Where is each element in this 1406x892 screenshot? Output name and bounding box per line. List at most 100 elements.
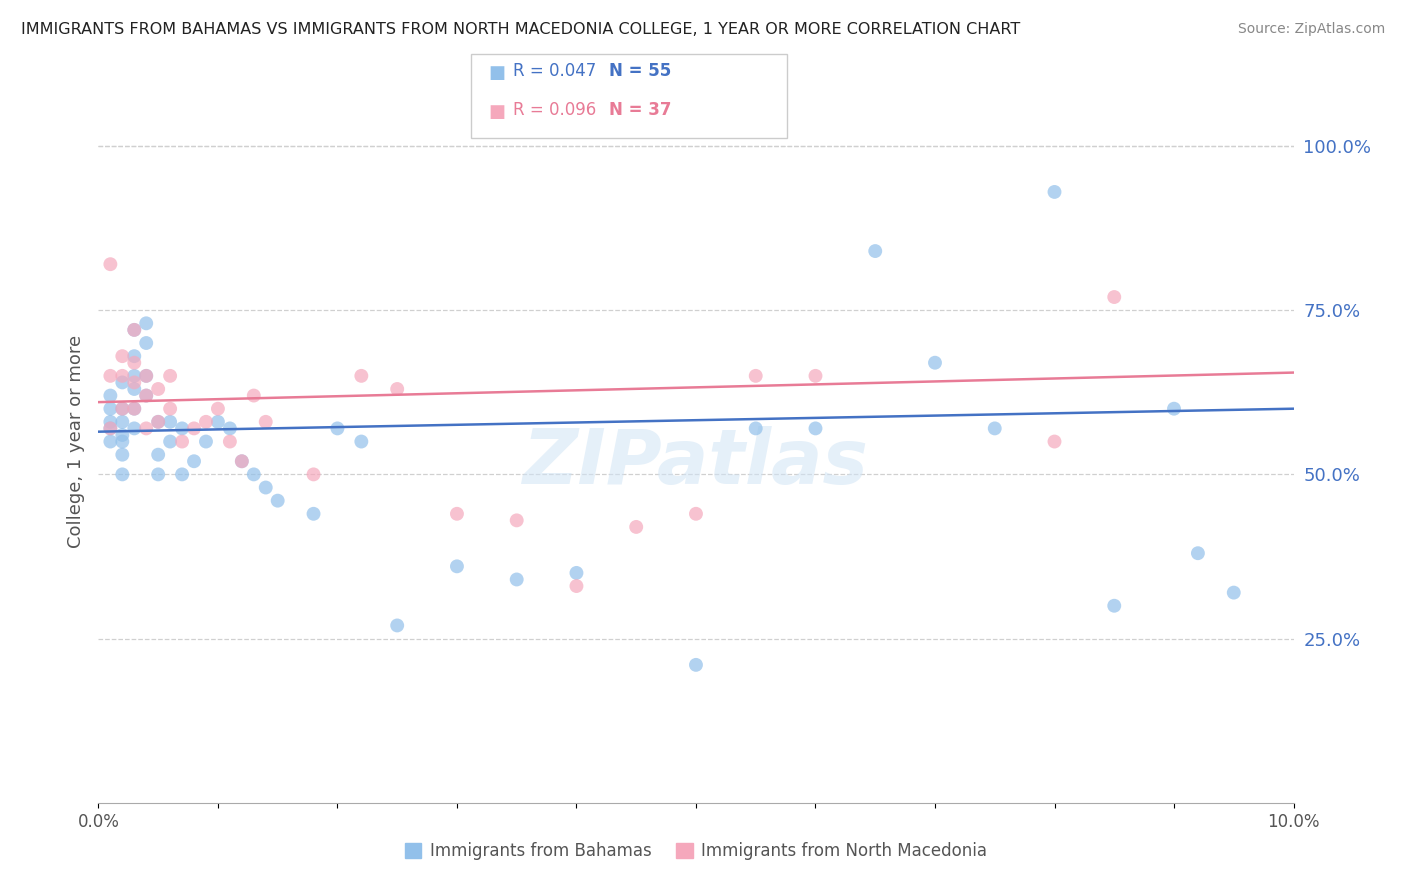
Point <box>195 434 218 449</box>
Point <box>1043 434 1066 449</box>
Point <box>111 349 134 363</box>
Point <box>385 618 409 632</box>
Point <box>111 467 134 482</box>
Point <box>159 401 181 416</box>
Point <box>135 388 157 402</box>
Point <box>745 368 768 383</box>
Point <box>565 566 588 580</box>
Point <box>111 376 134 390</box>
Point <box>124 376 146 390</box>
Point <box>148 448 170 462</box>
Point <box>254 415 277 429</box>
Point <box>98 368 122 383</box>
Point <box>195 415 218 429</box>
Point <box>506 513 529 527</box>
Point <box>111 434 134 449</box>
Point <box>685 657 707 672</box>
Point <box>1187 546 1209 560</box>
Point <box>124 382 146 396</box>
Point <box>219 421 242 435</box>
Point <box>446 559 468 574</box>
Point <box>172 467 194 482</box>
Point <box>135 368 157 383</box>
Point <box>98 257 122 271</box>
Point <box>159 368 181 383</box>
Point <box>1223 585 1246 599</box>
Point <box>350 368 373 383</box>
Point <box>159 415 181 429</box>
Point <box>385 382 409 396</box>
Point <box>124 356 146 370</box>
Point <box>984 421 1007 435</box>
Point <box>626 520 648 534</box>
Text: N = 37: N = 37 <box>609 101 671 119</box>
Point <box>98 421 122 435</box>
Point <box>124 349 146 363</box>
Y-axis label: College, 1 year or more: College, 1 year or more <box>66 335 84 548</box>
Point <box>124 368 146 383</box>
Point <box>745 421 768 435</box>
Point <box>804 421 827 435</box>
Point <box>98 388 122 402</box>
Point <box>148 382 170 396</box>
Point <box>207 415 229 429</box>
Point <box>506 573 529 587</box>
Point <box>172 421 194 435</box>
Point <box>111 368 134 383</box>
Point <box>267 493 290 508</box>
Legend: Immigrants from Bahamas, Immigrants from North Macedonia: Immigrants from Bahamas, Immigrants from… <box>398 836 994 867</box>
Point <box>1163 401 1185 416</box>
Point <box>804 368 827 383</box>
Point <box>565 579 588 593</box>
Point <box>207 401 229 416</box>
Point <box>111 401 134 416</box>
Point <box>148 467 170 482</box>
Text: R = 0.096: R = 0.096 <box>513 101 596 119</box>
Point <box>243 388 266 402</box>
Point <box>219 434 242 449</box>
Point <box>111 415 134 429</box>
Point <box>148 415 170 429</box>
Text: ■: ■ <box>488 103 505 120</box>
Point <box>302 467 325 482</box>
Point <box>135 388 157 402</box>
Point <box>135 316 157 330</box>
Point <box>183 421 205 435</box>
Point <box>865 244 887 258</box>
Point <box>98 401 122 416</box>
Point <box>159 434 181 449</box>
Text: IMMIGRANTS FROM BAHAMAS VS IMMIGRANTS FROM NORTH MACEDONIA COLLEGE, 1 YEAR OR MO: IMMIGRANTS FROM BAHAMAS VS IMMIGRANTS FR… <box>21 22 1021 37</box>
Point <box>172 434 194 449</box>
Point <box>98 434 122 449</box>
Point <box>350 434 373 449</box>
Text: Source: ZipAtlas.com: Source: ZipAtlas.com <box>1237 22 1385 37</box>
Point <box>685 507 707 521</box>
Point <box>124 323 146 337</box>
Text: ZIPatlas: ZIPatlas <box>523 426 869 500</box>
Text: R = 0.047: R = 0.047 <box>513 62 596 80</box>
Point <box>254 481 277 495</box>
Point <box>243 467 266 482</box>
Point <box>446 507 468 521</box>
Point <box>231 454 253 468</box>
Point <box>111 401 134 416</box>
Point <box>183 454 205 468</box>
Point <box>326 421 349 435</box>
Point <box>98 415 122 429</box>
Point <box>111 428 134 442</box>
Point <box>135 336 157 351</box>
Point <box>124 421 146 435</box>
Point <box>302 507 325 521</box>
Point <box>1043 185 1066 199</box>
Point <box>924 356 946 370</box>
Point <box>1104 599 1126 613</box>
Point <box>135 421 157 435</box>
Point <box>124 323 146 337</box>
Point <box>135 368 157 383</box>
Point <box>98 421 122 435</box>
Text: ■: ■ <box>488 64 505 82</box>
Point <box>124 401 146 416</box>
Point <box>148 415 170 429</box>
Point <box>111 448 134 462</box>
Point <box>124 401 146 416</box>
